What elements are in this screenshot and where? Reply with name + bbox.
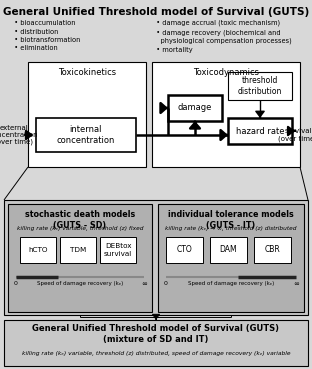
Bar [254,237,291,263]
Text: stochastic death models
(GUTS - SD): stochastic death models (GUTS - SD) [25,210,135,230]
Bar [28,62,146,167]
Text: external
concentration
(over time): external concentration (over time) [0,125,38,145]
Text: Toxicodynamics: Toxicodynamics [193,68,259,77]
Bar [210,237,247,263]
Bar [0,0,312,18]
Text: General Unified Threshold model of Survival (GUTS)
(mixture of SD and IT): General Unified Threshold model of Survi… [32,324,280,344]
Bar [4,320,308,366]
Text: CTO: CTO [177,245,193,255]
Text: damage: damage [178,103,212,113]
Text: individual tolerance models
(GUTS - IT): individual tolerance models (GUTS - IT) [168,210,294,230]
Text: hazard rate: hazard rate [236,127,284,135]
Text: • damage accrual (toxic mechanism)
  • damage recovery (biochemical and
    phys: • damage accrual (toxic mechanism) • dam… [152,20,292,53]
Bar [100,237,136,263]
Bar [8,204,152,312]
Bar [20,237,56,263]
Text: General Unified Threshold model of Survival (GUTS): General Unified Threshold model of Survi… [3,7,309,17]
Text: killing rate (kₑ) → ∞, threshold (z) distributed: killing rate (kₑ) → ∞, threshold (z) dis… [165,226,297,231]
Text: DEBtox
survival: DEBtox survival [104,244,132,256]
Bar [158,204,304,312]
Text: Toxicokinetics: Toxicokinetics [58,68,116,77]
Text: killing rate (kₑ) variable, threshold (z) fixed: killing rate (kₑ) variable, threshold (z… [17,226,143,231]
Text: CBR: CBR [265,245,280,255]
Bar [36,118,136,152]
Bar [4,200,308,315]
Text: ∞: ∞ [141,281,147,287]
Text: internal
concentration: internal concentration [57,125,115,145]
Text: DAM: DAM [220,245,237,255]
Text: threshold
distribution: threshold distribution [238,76,282,96]
Text: 0: 0 [164,281,168,286]
Text: ∞: ∞ [293,281,299,287]
Text: • bioaccumulation
  • distribution
  • biotransformation
  • elimination: • bioaccumulation • distribution • biotr… [10,20,80,52]
Bar [228,118,292,144]
Text: Speed of damage recovery (kₑ): Speed of damage recovery (kₑ) [188,281,274,286]
Bar [166,237,203,263]
Bar [60,237,96,263]
Bar [168,95,222,121]
Text: TDM: TDM [70,247,86,253]
Text: hCTO: hCTO [28,247,48,253]
Text: survival
(over time): survival (over time) [279,128,312,142]
Bar [228,72,292,100]
Text: Speed of damage recovery (kₑ): Speed of damage recovery (kₑ) [37,281,123,286]
Bar [152,62,300,167]
Text: 0: 0 [14,281,18,286]
Text: killing rate (kₑ) variable, threshold (z) distributed, speed of damage recovery : killing rate (kₑ) variable, threshold (z… [22,352,290,356]
